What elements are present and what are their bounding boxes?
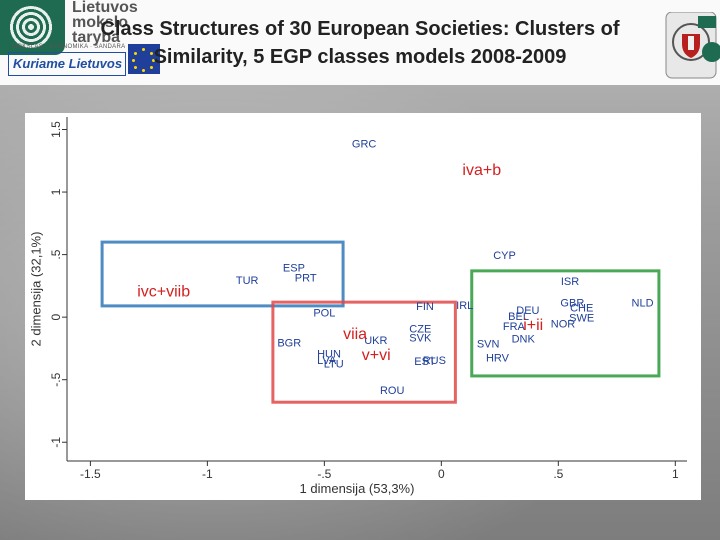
point-label: FRA bbox=[503, 321, 526, 333]
point-label: RUS bbox=[423, 355, 446, 367]
point-label: SVN bbox=[477, 339, 500, 351]
x-tick-label: 1 bbox=[672, 467, 679, 481]
point-label: GRC bbox=[352, 138, 377, 150]
point-label: NOR bbox=[551, 319, 576, 331]
x-tick-label: -1 bbox=[202, 467, 213, 481]
point-label: GBR bbox=[560, 297, 584, 309]
point-label: NLD bbox=[632, 297, 654, 309]
logo-box-text: Kuriame Lietuvos bbox=[8, 52, 126, 76]
y-axis-label: 2 dimensija (32,1%) bbox=[28, 232, 43, 347]
point-label: UKR bbox=[364, 335, 387, 347]
point-label: ESP bbox=[283, 262, 305, 274]
point-label: LVA bbox=[317, 355, 337, 367]
point-label: ROU bbox=[380, 385, 405, 397]
x-tick-label: .5 bbox=[553, 467, 563, 481]
point-label: CHE bbox=[570, 302, 593, 314]
x-axis-label: 1 dimensija (53,3%) bbox=[300, 481, 415, 496]
point-label: TUR bbox=[236, 275, 259, 287]
cluster-label: i+ii bbox=[523, 317, 543, 334]
point-label: CYP bbox=[493, 250, 516, 262]
cluster-label: iva+b bbox=[462, 162, 501, 179]
slide-title: Class Structures of 30 European Societie… bbox=[0, 15, 720, 71]
chart-panel: -1.5 -1 -.5 0 .5 1 -1 -.5 0 .5 1 1.5 1 dimensija (53… bbox=[25, 113, 701, 500]
point-label: BEL bbox=[508, 311, 529, 323]
point-label: IRL bbox=[456, 300, 473, 312]
y-tick-label: 1.5 bbox=[49, 121, 63, 138]
point-label: SWE bbox=[569, 312, 594, 324]
scatter-chart: -1.5 -1 -.5 0 .5 1 -1 -.5 0 .5 1 1.5 1 dimensija (53… bbox=[28, 117, 687, 496]
point-label: LTU bbox=[324, 359, 344, 371]
logo-text-line-1: Lietuvos bbox=[72, 0, 138, 16]
point-label: CZE bbox=[409, 324, 431, 336]
x-tick-label: -1.5 bbox=[80, 467, 101, 481]
point-label: SVK bbox=[409, 332, 432, 344]
cluster-label: ivc+viib bbox=[137, 283, 190, 300]
y-tick-label: .5 bbox=[49, 249, 63, 259]
point-label: ISR bbox=[561, 276, 579, 288]
logo-subtext: MOKSLAS · EKONOMIKA · SANDARA bbox=[12, 44, 126, 50]
point-label: POL bbox=[313, 307, 335, 319]
point-label: DNK bbox=[512, 334, 536, 346]
y-tick-label: 1 bbox=[49, 188, 63, 195]
point-label: BGR bbox=[277, 337, 301, 349]
cluster-box bbox=[271, 300, 457, 404]
point-label: HUN bbox=[317, 349, 341, 361]
x-tick-label: -.5 bbox=[317, 467, 331, 481]
slide-title-line-2: Similarity, 5 EGP classes models 2008-20… bbox=[153, 46, 567, 68]
point-label: DEU bbox=[516, 305, 539, 317]
logo-text-line-3: taryba bbox=[72, 29, 121, 46]
council-logo bbox=[0, 0, 65, 55]
point-label: PRT bbox=[295, 272, 317, 284]
slide-title-line-1: Class Structures of 30 European Societie… bbox=[100, 18, 620, 40]
point-label: HRV bbox=[486, 352, 510, 364]
eu-flag-icon bbox=[128, 44, 160, 74]
point-label: FIN bbox=[416, 301, 434, 313]
cluster-box bbox=[470, 269, 661, 378]
logo-text-line-2: mokslo bbox=[72, 14, 129, 31]
x-tick-label: 0 bbox=[438, 467, 445, 481]
council-logo-text: Lietuvos mokslo taryba bbox=[72, 0, 138, 46]
university-crest-icon bbox=[662, 11, 720, 80]
y-tick-label: 0 bbox=[49, 313, 63, 320]
point-label: EST bbox=[414, 356, 436, 368]
cluster-box bbox=[100, 240, 345, 308]
council-logo-icon bbox=[8, 6, 54, 48]
cluster-label: v+vi bbox=[362, 347, 391, 364]
y-tick-label: -.5 bbox=[49, 372, 63, 386]
header-bar: Lietuvos mokslo taryba MOKSLAS · EKONOMI… bbox=[0, 0, 720, 85]
y-tick-label: -1 bbox=[49, 437, 63, 448]
cluster-label: viia bbox=[343, 326, 367, 343]
